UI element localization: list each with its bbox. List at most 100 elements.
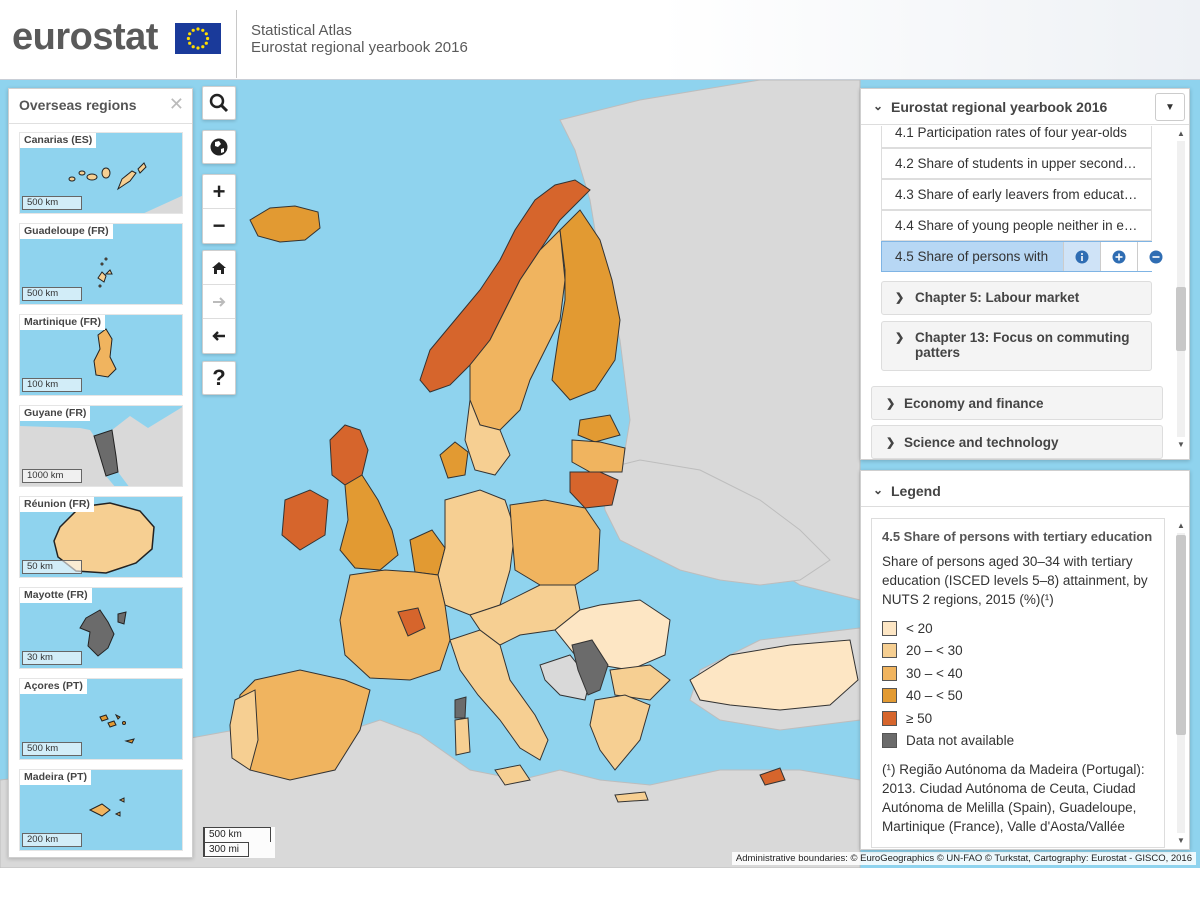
remove-layer-button[interactable] <box>1137 242 1173 271</box>
region-sardinia[interactable] <box>454 717 471 756</box>
chevron-right-icon: ❯ <box>886 437 896 449</box>
region-poland[interactable] <box>509 499 601 586</box>
inset-mayotte-shape <box>79 609 127 657</box>
region-england[interactable] <box>339 474 399 571</box>
zoom-in-button[interactable]: + <box>203 175 235 209</box>
list-item[interactable]: 4.3 Share of early leavers from educatio… <box>881 179 1152 210</box>
yearbook-dropdown-button[interactable]: ▼ <box>1155 93 1185 121</box>
region-iceland[interactable] <box>249 205 321 243</box>
scroll-down-icon[interactable]: ▼ <box>1177 836 1185 845</box>
scroll-down-icon[interactable]: ▼ <box>1177 440 1185 449</box>
region-sweden-south[interactable] <box>464 399 511 476</box>
globe-button[interactable] <box>202 130 236 164</box>
region-scotland[interactable] <box>329 424 369 486</box>
app-subtitle: Eurostat regional yearbook 2016 <box>251 39 468 56</box>
inset-scale: 1000 km <box>22 469 82 483</box>
inset-map-guadeloupe[interactable]: Guadeloupe (FR) 500 km <box>19 223 183 305</box>
legend-panel-header[interactable]: ⌄ Legend <box>861 471 1189 507</box>
region-paris[interactable] <box>397 607 426 637</box>
close-icon[interactable]: ✕ <box>168 94 184 114</box>
region-france[interactable] <box>339 569 451 681</box>
inset-scale: 100 km <box>22 378 82 392</box>
inset-label: Açores (PT) <box>20 679 87 694</box>
scroll-up-icon[interactable]: ▲ <box>1177 521 1185 530</box>
inset-map-canarias[interactable]: Canarias (ES) 500 km <box>19 132 183 214</box>
inset-scale: 30 km <box>22 651 82 665</box>
item-actions <box>1063 242 1173 271</box>
help-button[interactable]: ? <box>202 361 236 395</box>
list-item[interactable]: 4.2 Share of students in upper seconda… <box>881 148 1152 179</box>
yearbook-scrollbar[interactable]: ▲ ▼ <box>1175 129 1187 449</box>
inset-map-guyane[interactable]: Guyane (FR) 1000 km <box>19 405 183 487</box>
legend-label: ≥ 50 <box>906 710 933 726</box>
back-button[interactable] <box>203 319 235 353</box>
chapter-label: Chapter 13: Focus on commuting patters <box>915 330 1130 360</box>
region-bulgaria[interactable] <box>609 664 671 701</box>
legend-scrollbar[interactable]: ▲ ▼ <box>1175 521 1187 845</box>
region-greece[interactable] <box>589 694 651 771</box>
forward-button[interactable] <box>203 285 235 319</box>
section-science-technology[interactable]: ❯ Science and technology <box>871 425 1163 459</box>
region-ireland[interactable] <box>281 489 329 551</box>
region-portugal[interactable] <box>229 689 259 771</box>
chevron-down-icon: ⌄ <box>873 99 884 113</box>
region-denmark[interactable] <box>439 441 469 479</box>
legend-swatch <box>882 733 897 749</box>
region-corsica[interactable] <box>454 696 467 719</box>
chapter-labour-market[interactable]: ❯ Chapter 5: Labour market <box>881 281 1152 315</box>
chapter-commuting[interactable]: ❯ Chapter 13: Focus on commuting patters <box>881 321 1152 371</box>
yearbook-title: Eurostat regional yearbook 2016 <box>891 99 1108 115</box>
home-icon <box>212 261 226 274</box>
region-sicily[interactable] <box>494 764 531 786</box>
inset-martinique-shape <box>93 328 117 378</box>
search-button[interactable] <box>202 86 236 120</box>
legend-swatch <box>882 620 897 636</box>
forward-arrow-icon <box>213 296 226 307</box>
scroll-thumb[interactable] <box>1176 535 1186 735</box>
list-item-selected[interactable]: 4.5 Share of persons with <box>881 241 1173 272</box>
inset-map-acores[interactable]: Açores (PT) 500 km <box>19 678 183 760</box>
inset-label: Guyane (FR) <box>20 406 91 421</box>
legend-row: 20 – < 30 <box>882 640 1154 663</box>
list-item[interactable]: 4.4 Share of young people neither in e… <box>881 210 1152 241</box>
region-turkey-nuts[interactable] <box>689 639 859 711</box>
section-label: Economy and finance <box>904 396 1044 411</box>
legend-panel: ⌄ Legend 4.5 Share of persons with terti… <box>860 470 1190 850</box>
region-lithuania[interactable] <box>569 471 619 509</box>
map-canvas[interactable] <box>0 80 1200 868</box>
home-button[interactable] <box>203 251 235 285</box>
scroll-up-icon[interactable]: ▲ <box>1177 129 1185 138</box>
legend-swatch <box>882 665 897 681</box>
list-item[interactable]: 4.1 Participation rates of four year-old… <box>881 126 1152 148</box>
inset-scale: 500 km <box>22 196 82 210</box>
region-cyprus[interactable] <box>759 767 786 786</box>
eurostat-logo[interactable]: eurostat <box>12 16 158 58</box>
panel-divider <box>9 123 192 124</box>
inset-map-reunion[interactable]: Réunion (FR) 50 km <box>19 496 183 578</box>
inset-map-mayotte[interactable]: Mayotte (FR) 30 km <box>19 587 183 669</box>
inset-label: Canarias (ES) <box>20 133 97 148</box>
yearbook-panel-header[interactable]: ⌄ Eurostat regional yearbook 2016 ▼ <box>861 89 1189 125</box>
search-icon <box>209 93 229 113</box>
region-estonia[interactable] <box>577 414 621 443</box>
region-finland[interactable] <box>551 209 621 401</box>
region-latvia[interactable] <box>571 439 626 473</box>
section-economy-finance[interactable]: ❯ Economy and finance <box>871 386 1163 420</box>
info-button[interactable] <box>1063 242 1100 271</box>
inset-map-madeira[interactable]: Madeira (PT) 200 km <box>19 769 183 851</box>
inset-label: Guadeloupe (FR) <box>20 224 113 239</box>
footer-strip <box>0 868 1200 898</box>
region-serbia[interactable] <box>571 639 609 696</box>
legend-row: < 20 <box>882 617 1154 640</box>
scale-mi: 300 mi <box>203 842 249 857</box>
inset-canarias-shape <box>68 162 182 213</box>
region-crete[interactable] <box>614 791 649 803</box>
inset-map-martinique[interactable]: Martinique (FR) 100 km <box>19 314 183 396</box>
scroll-thumb[interactable] <box>1176 287 1186 351</box>
list-item-label: 4.5 Share of persons with <box>895 249 1049 264</box>
inset-madeira-shape <box>88 797 125 817</box>
add-layer-button[interactable] <box>1100 242 1137 271</box>
zoom-out-button[interactable]: − <box>212 213 226 238</box>
region-germany[interactable] <box>437 489 516 616</box>
inset-scale: 200 km <box>22 833 82 847</box>
